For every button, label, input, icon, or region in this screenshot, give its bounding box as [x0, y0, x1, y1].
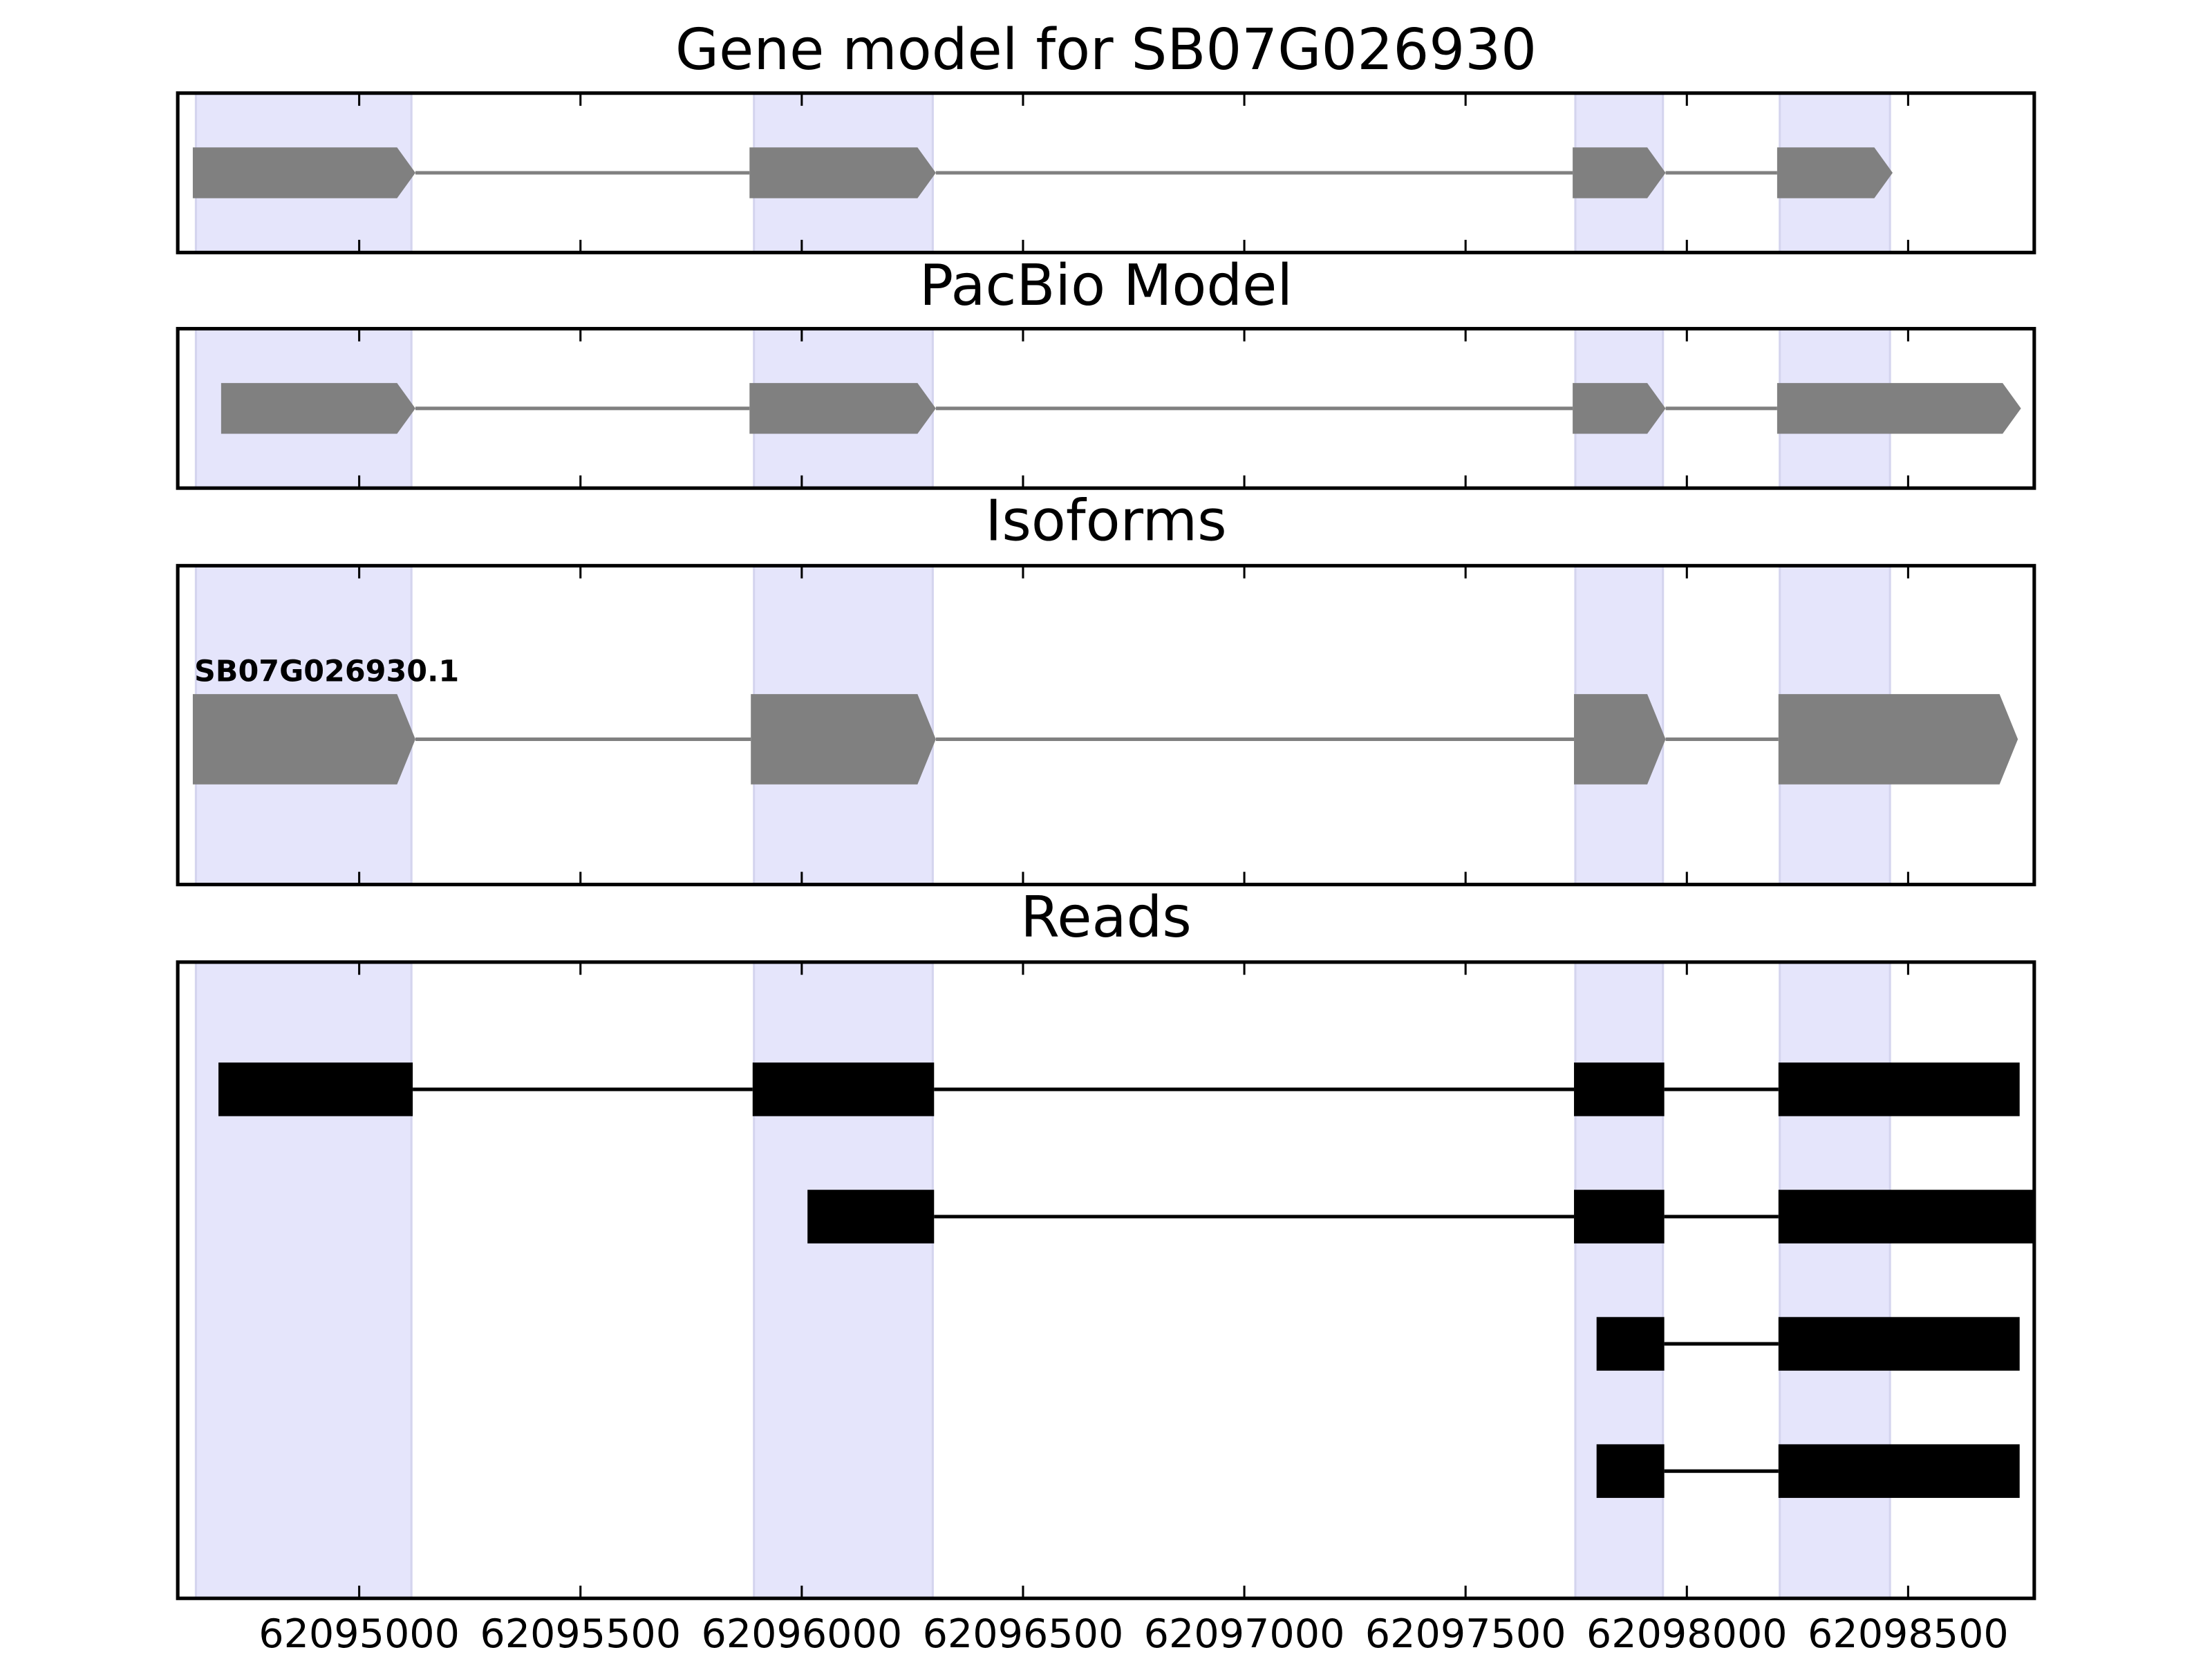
x-tick-label: 62096500: [923, 1611, 1124, 1657]
exon: [751, 694, 936, 785]
read-block: [1778, 1190, 2034, 1244]
panel: Isoforms SB07G026930.1: [176, 489, 2036, 887]
panel-title: Gene model for SB07G026930: [675, 17, 1537, 83]
exon: [749, 383, 936, 434]
panel: Reads 62095000 62095500 62096000 62096500 620…: [176, 885, 2036, 1657]
x-tick-label: 62097000: [1144, 1611, 1345, 1657]
exon-highlight: [194, 962, 413, 1599]
exon: [192, 147, 415, 198]
axes-frame: [176, 563, 2036, 887]
exon-highlight: [1779, 962, 1891, 1599]
read-block: [1778, 1317, 2020, 1371]
read-block: [807, 1190, 935, 1244]
axes-frame: [176, 960, 2036, 1600]
axes-frame: [176, 91, 2036, 254]
exon: [221, 383, 415, 434]
exon: [1777, 147, 1893, 198]
plot-area: [192, 565, 2018, 885]
plot-area: [194, 962, 2034, 1599]
panel-title: PacBio Model: [919, 253, 1293, 319]
panel-title: Reads: [1020, 885, 1192, 950]
read-block: [752, 1062, 935, 1116]
exon: [1777, 383, 2021, 434]
exon: [1573, 147, 1666, 198]
x-tick-label: 62097500: [1365, 1611, 1566, 1657]
exon: [1573, 383, 1666, 434]
panel-title: Isoforms: [985, 489, 1226, 554]
panel: Gene model for SB07G026930: [176, 17, 2036, 254]
panel: PacBio Model: [176, 253, 2036, 490]
read-block: [1574, 1062, 1665, 1116]
isoform-label: SB07G026930.1: [194, 655, 459, 689]
x-tick-label: 62095000: [259, 1611, 460, 1657]
plot-area: [194, 328, 2021, 489]
plot-area: [192, 93, 1893, 253]
x-tick-label: 62098000: [1586, 1611, 1788, 1657]
read-block: [1596, 1317, 1665, 1371]
exon: [192, 694, 415, 785]
read-block: [1778, 1062, 2020, 1116]
x-tick-label: 62095500: [480, 1611, 681, 1657]
axes-frame: [176, 326, 2036, 490]
read-block: [1778, 1444, 2020, 1498]
x-tick-label: 62098500: [1808, 1611, 2009, 1657]
exon: [1574, 694, 1666, 785]
exon: [749, 147, 936, 198]
exon: [1778, 694, 2018, 785]
exon-highlight: [1574, 962, 1665, 1599]
read-block: [1574, 1190, 1665, 1244]
read-block: [218, 1062, 413, 1116]
read-block: [1596, 1444, 1665, 1498]
exon-highlight: [753, 962, 934, 1599]
x-tick-label: 62096000: [701, 1611, 902, 1657]
